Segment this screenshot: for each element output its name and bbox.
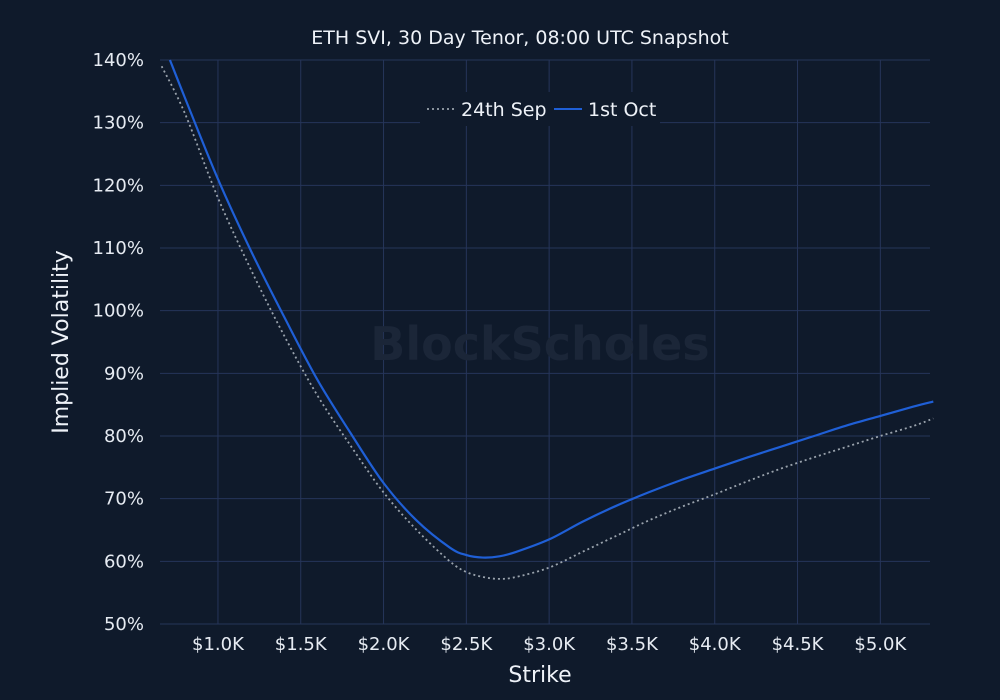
x-tick-label: $2.5K	[440, 634, 493, 655]
y-tick-label: 140%	[93, 50, 144, 71]
x-tick-label: $4.0K	[689, 634, 742, 655]
y-tick-label: 70%	[104, 489, 144, 510]
y-tick-label: 120%	[93, 175, 144, 196]
x-tick-label: $5.0K	[854, 634, 907, 655]
series-layer	[160, 59, 934, 580]
x-tick-label: $1.0K	[192, 634, 245, 655]
series-line-1st-oct[interactable]	[168, 59, 934, 559]
legend-background	[420, 92, 660, 126]
series-line-24th-sep[interactable]	[160, 65, 934, 580]
legend-label-1st-oct[interactable]: 1st Oct	[588, 99, 656, 121]
y-axis-title: Implied Volatility	[49, 250, 74, 434]
y-tick-label: 50%	[104, 614, 144, 635]
chart-title: ETH SVI, 30 Day Tenor, 08:00 UTC Snapsho…	[311, 27, 728, 49]
x-axis-title: Strike	[508, 663, 571, 688]
y-tick-label: 90%	[104, 363, 144, 384]
legend-label-24th-sep[interactable]: 24th Sep	[461, 99, 547, 121]
x-tick-label: $1.5K	[275, 634, 328, 655]
x-tick-label: $4.5K	[772, 634, 825, 655]
tick-labels: 50% 60% 70% 80% 90% 100% 110% 120% 130% 140% $1.0K…	[93, 50, 908, 655]
y-tick-label: 110%	[93, 238, 144, 259]
y-tick-label: 80%	[104, 426, 144, 447]
legend[interactable]: 24th Sep 1st Oct	[420, 92, 660, 126]
y-tick-label: 60%	[104, 551, 144, 572]
x-tick-label: $3.5K	[606, 634, 659, 655]
x-tick-label: $2.0K	[358, 634, 411, 655]
x-tick-label: $3.0K	[523, 634, 576, 655]
watermark: BlockScholes	[370, 317, 709, 371]
y-tick-label: 130%	[93, 113, 144, 134]
grid-layer	[160, 59, 930, 625]
y-tick-label: 100%	[93, 301, 144, 322]
